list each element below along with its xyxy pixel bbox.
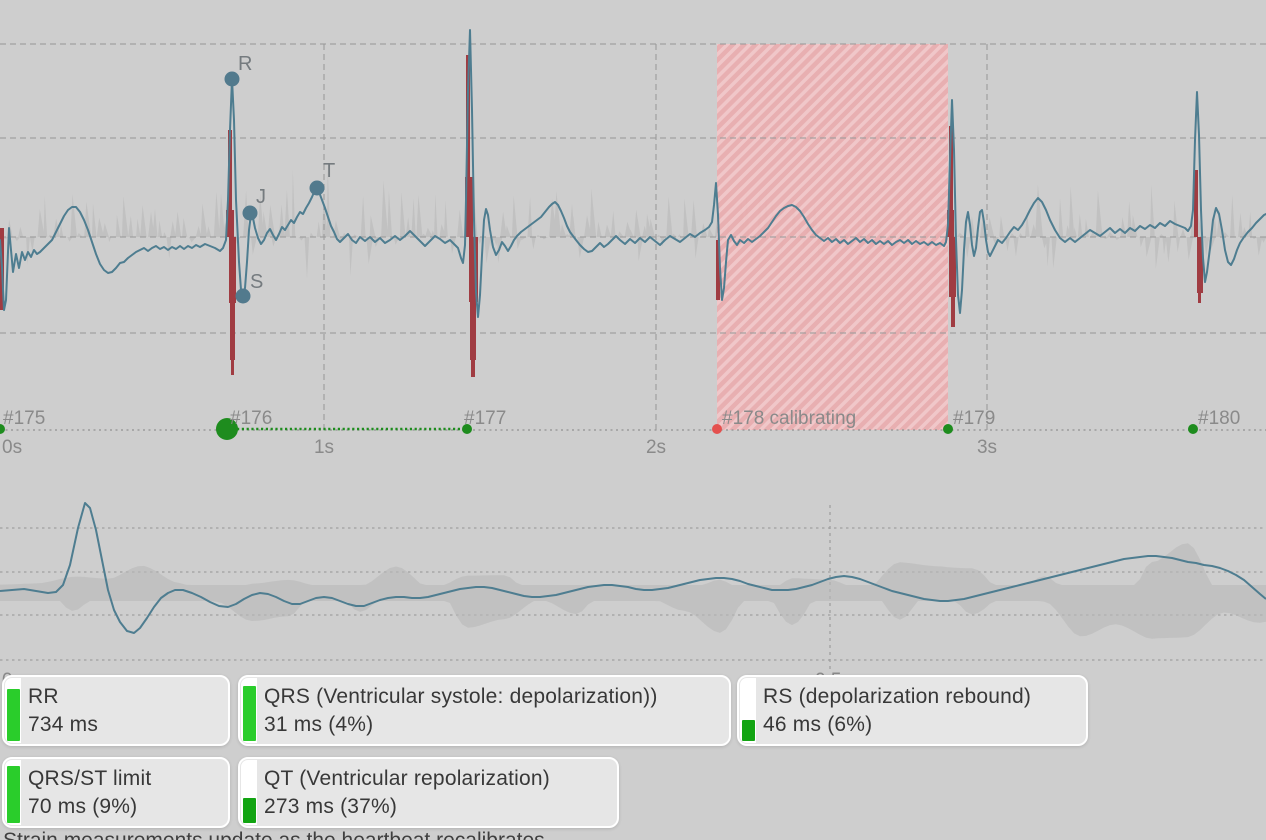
metric-value: 31 ms (4%) — [264, 713, 374, 736]
time-tick-3s: 3s — [977, 437, 997, 458]
wave-point-j-label: J — [256, 186, 266, 208]
metric-title: RS (depolarization rebound) — [763, 685, 1032, 708]
metric-value: 46 ms (6%) — [763, 713, 873, 736]
metric-bar-fill — [243, 685, 256, 741]
qrs-duration-bar — [228, 130, 232, 213]
time-tick-0s: 0s — [2, 437, 22, 458]
metric-card-rr[interactable]: RR 734 ms — [2, 675, 230, 746]
metric-bar-track — [5, 760, 21, 825]
metric-bar-fill — [742, 720, 755, 741]
metric-bar-fill — [7, 765, 20, 823]
qrs-duration-bar — [1197, 237, 1203, 293]
beat-detail-band — [0, 543, 1266, 639]
metric-bar-track — [241, 678, 257, 743]
wave-point-s-label: S — [250, 271, 263, 293]
qrs-duration-bar — [1198, 293, 1201, 303]
metric-value: 70 ms (9%) — [28, 795, 138, 818]
wave-point-t-dot[interactable] — [309, 180, 325, 196]
metric-bar-fill — [7, 689, 20, 741]
wave-point-r-dot[interactable] — [224, 71, 240, 87]
time-tick-1s: 1s — [314, 437, 334, 458]
beat-label-180: #180 — [1198, 408, 1240, 429]
metric-card-qt[interactable]: QT (Ventricular repolarization) 273 ms (… — [238, 757, 619, 828]
metric-bar-track — [241, 760, 257, 825]
beat-label-178: #178 calibrating — [722, 408, 856, 429]
metric-card-qrs-st-limit[interactable]: QRS/ST limit 70 ms (9%) — [2, 757, 230, 828]
beat-label-177: #177 — [464, 408, 506, 429]
metric-title: QT (Ventricular repolarization) — [264, 767, 550, 790]
beat-label-176: #176 — [230, 408, 272, 429]
metric-title: RR — [28, 685, 59, 708]
metric-bar-fill — [243, 798, 256, 823]
qrs-duration-bar — [949, 237, 956, 297]
beat-dot-180[interactable] — [1188, 424, 1198, 434]
wave-point-r-label: R — [238, 53, 252, 75]
beat-dot-178[interactable] — [712, 424, 722, 434]
qrs-duration-bar — [1194, 170, 1198, 237]
beat-dot-176[interactable] — [216, 418, 238, 440]
beat-detail-trace — [0, 502, 1266, 634]
ecg-noise-fill — [0, 165, 1266, 279]
beat-detail-chart[interactable]: 0s0.5s — [0, 460, 1266, 695]
qrs-duration-bar — [470, 302, 476, 360]
qrs-duration-bar — [230, 303, 235, 360]
wave-point-s-dot[interactable] — [235, 288, 251, 304]
beat-label-175: #175 — [3, 408, 45, 429]
ecg-trace — [0, 29, 1266, 318]
metric-bar-track — [740, 678, 756, 743]
metric-card-qrs[interactable]: QRS (Ventricular systole: depolarization… — [238, 675, 731, 746]
qrs-duration-bar — [469, 237, 478, 302]
metric-value: 273 ms (37%) — [264, 795, 398, 818]
qrs-duration-bar — [716, 240, 720, 300]
metric-title: QRS/ST limit — [28, 767, 152, 790]
qrs-duration-bar — [471, 360, 475, 377]
qrs-duration-bar — [229, 237, 236, 303]
metric-bar-track — [5, 678, 21, 743]
qrs-duration-bar — [951, 297, 955, 327]
time-tick-2s: 2s — [646, 437, 666, 458]
ecg-strip-chart[interactable]: R J S T #175 #176 #177 #178 calibrating #179 #180… — [0, 0, 1266, 460]
wave-point-j-dot[interactable] — [242, 205, 258, 221]
qrs-duration-bar — [949, 126, 953, 210]
metric-title: QRS (Ventricular systole: depolarization… — [264, 685, 658, 708]
qrs-duration-bar — [226, 210, 234, 237]
beat-dot-175[interactable] — [0, 424, 5, 434]
metric-value: 734 ms — [28, 713, 99, 736]
qrs-duration-bar — [947, 210, 954, 237]
bottom-caption: Strain measurements update as the heartb… — [3, 829, 545, 840]
qrs-duration-bar — [465, 177, 473, 237]
beat-dot-177[interactable] — [462, 424, 472, 434]
metric-card-rs[interactable]: RS (depolarization rebound) 46 ms (6%) — [737, 675, 1088, 746]
beat-label-179: #179 — [953, 408, 995, 429]
wave-point-t-label: T — [323, 160, 335, 182]
qrs-duration-bar — [231, 360, 234, 375]
beat-dot-179[interactable] — [943, 424, 953, 434]
